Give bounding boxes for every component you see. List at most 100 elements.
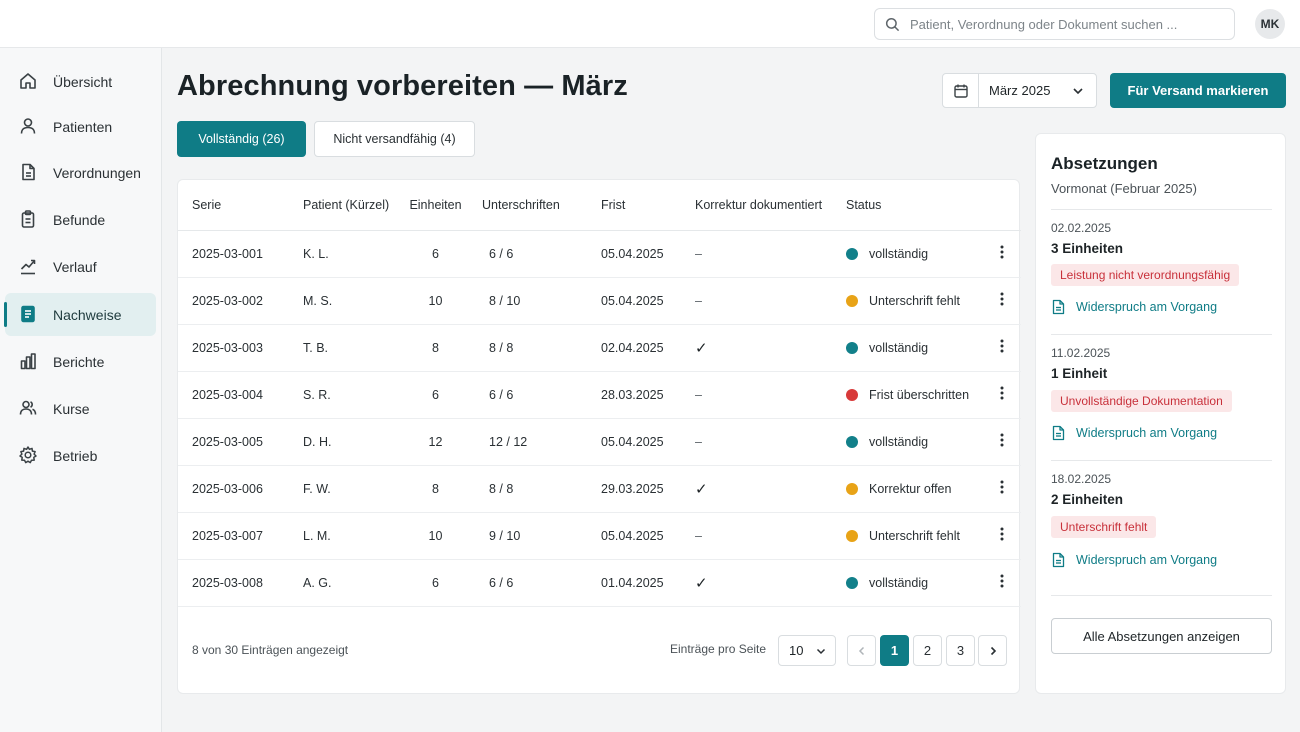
table-row[interactable]: 2025-03-003 T. B. 8 8 / 8 02.04.2025 ✓ vollstä… [178, 324, 1021, 372]
prev-page-button[interactable] [847, 635, 876, 666]
sidebar-item-uebersicht[interactable]: Übersicht [5, 60, 156, 103]
cell-serie: 2025-03-001 [178, 230, 289, 278]
more-vertical-icon[interactable] [995, 526, 1009, 542]
next-page-button[interactable] [978, 635, 1007, 666]
cell-status: Unterschrift fehlt [840, 277, 995, 325]
table-row[interactable]: 2025-03-002 M. S. 10 8 / 10 05.04.2025 – Unter… [178, 277, 1021, 325]
clipboard-icon [18, 209, 38, 229]
show-all-absetzungen-button[interactable]: Alle Absetzungen anzeigen [1051, 618, 1272, 654]
sidebar-item-verordnungen[interactable]: Verordnungen [5, 151, 156, 194]
column-header-korrektur[interactable]: Korrektur dokumentiert [678, 180, 840, 231]
status-dot [846, 294, 858, 307]
absetzung-date: 11.02.2025 [1051, 346, 1111, 360]
table-row[interactable]: 2025-03-007 L. M. 10 9 / 10 05.04.2025 – Unter… [178, 512, 1021, 560]
status-label: Unterschrift fehlt [869, 528, 961, 543]
column-header-serie[interactable]: Serie [178, 180, 289, 231]
more-vertical-icon[interactable] [995, 573, 1009, 589]
more-vertical-icon[interactable] [995, 385, 1009, 401]
tab-vollstaendig[interactable]: Vollständig (26) [177, 121, 306, 157]
sidebar-item-patienten[interactable]: Patienten [5, 105, 156, 148]
more-vertical-icon[interactable] [995, 479, 1009, 495]
column-header-patient[interactable]: Patient (Kürzel) [289, 180, 398, 231]
search-box[interactable] [874, 8, 1235, 40]
sidebar-item-label: Nachweise [53, 306, 122, 323]
table-row[interactable]: 2025-03-004 S. R. 6 6 / 6 28.03.2025 – Frist ü… [178, 371, 1021, 419]
status-dot [846, 341, 858, 354]
document-icon [1052, 299, 1065, 315]
cell-frist: 05.04.2025 [591, 512, 678, 560]
page-button-2[interactable]: 2 [913, 635, 942, 666]
table-row[interactable]: 2025-03-006 F. W. 8 8 / 8 29.03.2025 ✓ Korrekt… [178, 465, 1021, 513]
status-dot [846, 529, 858, 542]
status-dot [846, 247, 858, 260]
column-header-frist[interactable]: Frist [591, 180, 678, 231]
group-icon [18, 398, 38, 418]
more-vertical-icon[interactable] [995, 291, 1009, 307]
absetzung-units: 1 Einheit [1051, 366, 1108, 381]
cell-unterschriften: 8 / 8 [473, 324, 591, 372]
search-icon [885, 17, 900, 31]
chevron-down-icon [817, 648, 826, 654]
absetzung-reason-badge: Leistung nicht verordnungsfähig [1051, 264, 1240, 286]
cell-actions [995, 277, 1021, 325]
cell-korrektur: ✓ [678, 324, 840, 372]
widerspruch-link[interactable]: Widerspruch am Vorgang [1051, 299, 1217, 315]
status-dot [846, 435, 858, 448]
month-select[interactable]: März 2025 [942, 73, 1097, 108]
cell-unterschriften: 8 / 8 [473, 465, 591, 513]
column-header-unterschriften[interactable]: Unterschriften [473, 180, 591, 231]
korrektur-value: – [695, 434, 702, 449]
cell-frist: 28.03.2025 [591, 371, 678, 419]
sidebar-item-berichte[interactable]: Berichte [5, 340, 156, 383]
cell-einheiten: 8 [398, 324, 473, 372]
billing-table: Serie Patient (Kürzel) Einheiten Untersc… [178, 180, 1021, 607]
cell-actions [995, 465, 1021, 513]
per-page-value: 10 [789, 643, 804, 658]
status-indicator: Unterschrift fehlt [846, 294, 995, 308]
cell-status: vollständig [840, 559, 995, 607]
cell-unterschriften: 6 / 6 [473, 230, 591, 278]
cell-patient: L. M. [289, 512, 398, 560]
page-button-3[interactable]: 3 [946, 635, 975, 666]
widerspruch-link[interactable]: Widerspruch am Vorgang [1051, 552, 1217, 568]
more-vertical-icon[interactable] [995, 338, 1009, 354]
sidebar-item-nachweise[interactable]: Nachweise [4, 293, 156, 336]
table-row[interactable]: 2025-03-008 A. G. 6 6 / 6 01.04.2025 ✓ vollstä… [178, 559, 1021, 607]
sidebar-item-betrieb[interactable]: Betrieb [5, 434, 156, 477]
per-page-select[interactable]: 10 [778, 635, 836, 666]
cell-korrektur: – [678, 277, 840, 325]
cell-einheiten: 6 [398, 371, 473, 419]
document-icon [1052, 425, 1065, 441]
status-dot [846, 576, 858, 589]
trend-chart-icon [18, 256, 38, 276]
column-header-einheiten[interactable]: Einheiten [398, 180, 473, 231]
search-input[interactable] [910, 16, 1210, 32]
sidebar-item-befunde[interactable]: Befunde [5, 198, 156, 241]
cell-unterschriften: 8 / 10 [473, 277, 591, 325]
sidebar-item-kurse[interactable]: Kurse [5, 387, 156, 430]
column-header-status[interactable]: Status [840, 180, 995, 231]
table-row[interactable]: 2025-03-001 K. L. 6 6 / 6 05.04.2025 – vollstä… [178, 230, 1021, 278]
top-bar: MK [0, 0, 1300, 48]
widerspruch-link[interactable]: Widerspruch am Vorgang [1051, 425, 1217, 441]
sidebar-item-label: Berichte [53, 353, 105, 370]
sidebar-item-verlauf[interactable]: Verlauf [5, 245, 156, 288]
tab-nicht-versandfaehig[interactable]: Nicht versandfähig (4) [314, 121, 475, 157]
cell-einheiten: 6 [398, 559, 473, 607]
widerspruch-link-label: Widerspruch am Vorgang [1076, 426, 1218, 440]
korrektur-value: ✓ [695, 339, 708, 357]
cell-patient: D. H. [289, 418, 398, 466]
cell-unterschriften: 12 / 12 [473, 418, 591, 466]
column-header-actions [995, 180, 1021, 231]
gear-icon [18, 445, 38, 465]
cell-status: Korrektur offen [840, 465, 995, 513]
page-button-1[interactable]: 1 [880, 635, 909, 666]
cell-korrektur: – [678, 230, 840, 278]
mark-for-shipping-button[interactable]: Für Versand markieren [1110, 73, 1286, 108]
more-vertical-icon[interactable] [995, 432, 1009, 448]
more-vertical-icon[interactable] [995, 244, 1009, 260]
status-label: vollständig [869, 246, 929, 261]
table-row[interactable]: 2025-03-005 D. H. 12 12 / 12 05.04.2025 – voll… [178, 418, 1021, 466]
user-avatar[interactable]: MK [1255, 9, 1285, 39]
cell-frist: 02.04.2025 [591, 324, 678, 372]
